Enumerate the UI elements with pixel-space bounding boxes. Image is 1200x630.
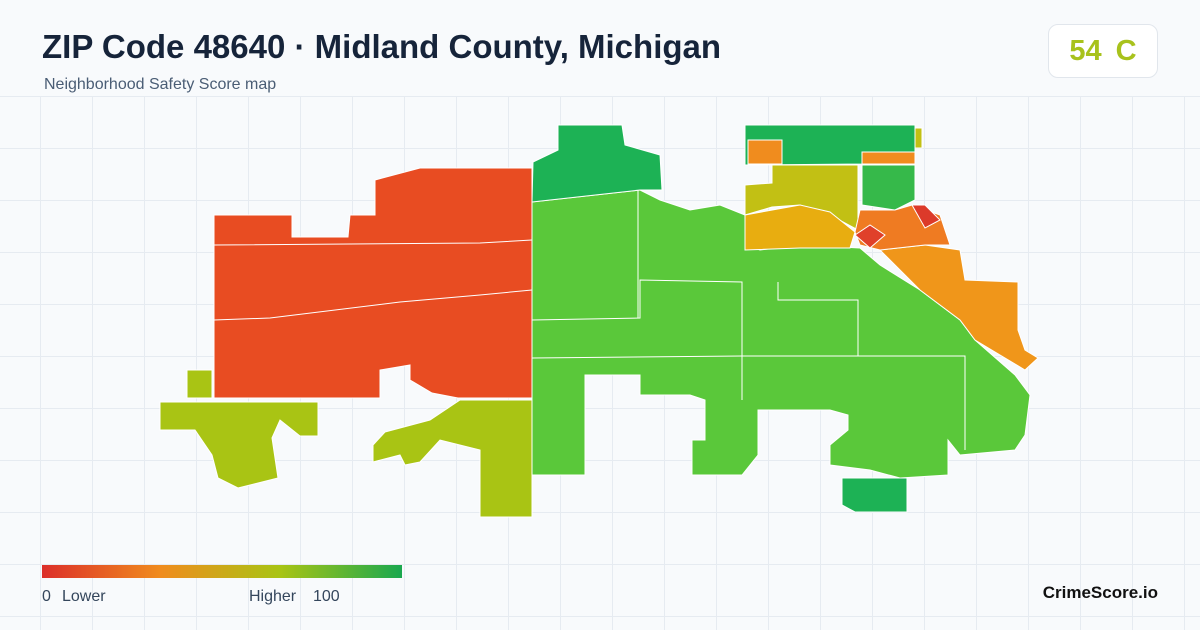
boundary xyxy=(858,355,966,450)
boundary xyxy=(213,239,533,246)
legend-gradient xyxy=(42,565,402,578)
area xyxy=(878,244,1039,371)
area xyxy=(186,369,213,399)
area xyxy=(911,204,941,229)
area xyxy=(213,167,533,399)
area xyxy=(914,127,923,149)
subtitle: Neighborhood Safety Score map xyxy=(44,76,277,93)
area xyxy=(531,124,663,203)
legend-min: 0 xyxy=(42,588,51,605)
legend-min-label: Lower xyxy=(62,588,106,605)
area xyxy=(861,164,916,211)
score-badge: 54 C xyxy=(1048,24,1158,78)
boundary xyxy=(531,282,859,359)
score-grade: C xyxy=(1115,34,1137,67)
area xyxy=(854,224,886,249)
area xyxy=(372,399,533,518)
legend-max-label: Higher xyxy=(249,588,297,605)
area xyxy=(744,204,856,251)
legend-max: 100 xyxy=(313,588,340,605)
title: ZIP Code 48640 · Midland County, Michiga… xyxy=(42,28,722,65)
area xyxy=(159,401,319,489)
area xyxy=(841,477,908,513)
score-value: 54 xyxy=(1069,34,1102,67)
area xyxy=(861,151,916,165)
brand: CrimeScore.io xyxy=(1042,583,1158,602)
area xyxy=(747,139,783,165)
boundary xyxy=(531,279,743,400)
boundary xyxy=(213,289,533,321)
